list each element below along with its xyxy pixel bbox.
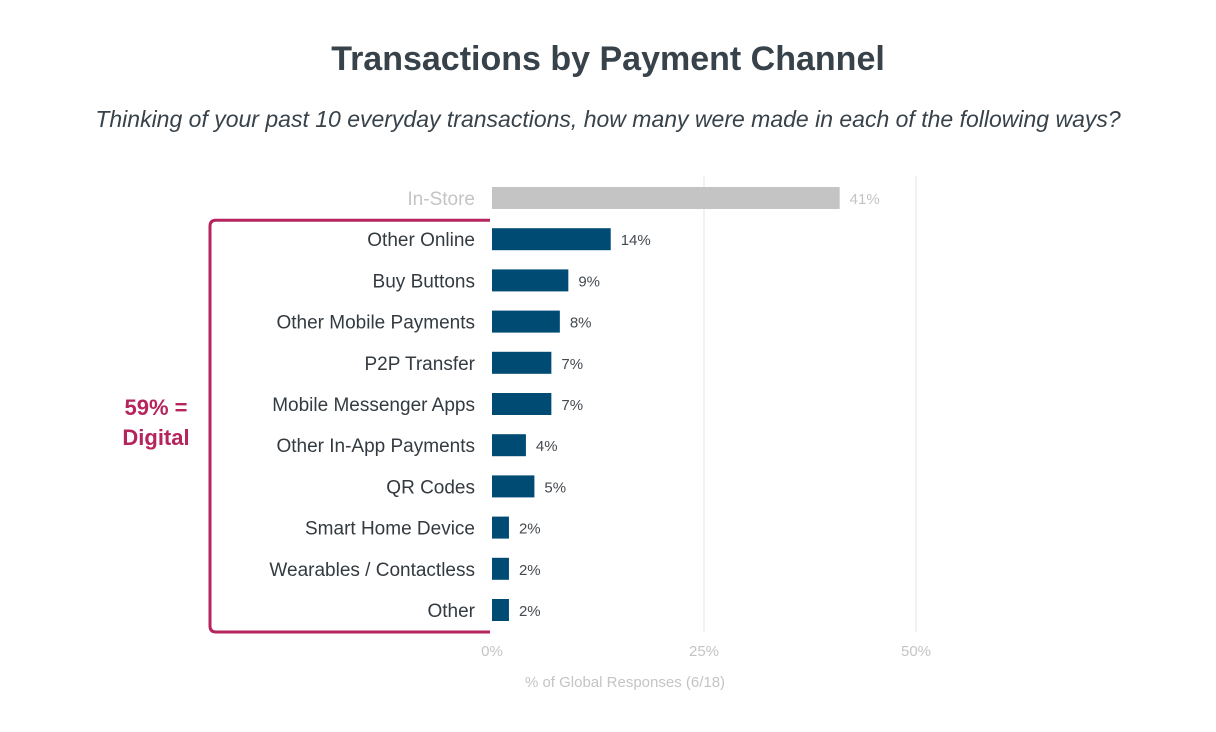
value-label: 9% <box>578 273 600 290</box>
value-label: 2% <box>519 603 541 620</box>
category-label: QR Codes <box>386 477 475 498</box>
category-label: Other In-App Payments <box>276 436 475 457</box>
category-label: Other Mobile Payments <box>276 313 475 334</box>
value-label: 41% <box>850 191 880 208</box>
bar <box>492 228 611 251</box>
bar <box>492 557 509 580</box>
category-label: Other Online <box>367 230 475 251</box>
bar <box>492 351 552 374</box>
category-label: Smart Home Device <box>305 519 475 540</box>
value-label: 2% <box>519 521 541 538</box>
value-label: 4% <box>536 438 558 455</box>
chart-subtitle: Thinking of your past 10 everyday transa… <box>95 106 1121 132</box>
value-label: 14% <box>621 232 651 249</box>
bar <box>492 393 552 415</box>
bar <box>492 269 569 292</box>
value-label: 7% <box>561 356 583 373</box>
category-label: In-Store <box>407 189 475 210</box>
x-tick-label: 50% <box>901 643 931 660</box>
bar <box>492 187 840 209</box>
category-label: P2P Transfer <box>364 354 475 375</box>
value-label: 8% <box>570 315 592 332</box>
value-label: 2% <box>519 562 541 579</box>
bar <box>492 475 535 498</box>
annotation-line2: Digital <box>122 425 189 450</box>
x-axis-title: % of Global Responses (6/18) <box>525 674 725 691</box>
x-tick-label: 25% <box>689 643 719 660</box>
bar <box>492 310 560 333</box>
chart-title: Transactions by Payment Channel <box>331 40 885 78</box>
category-label: Mobile Messenger Apps <box>272 395 475 416</box>
category-label: Other <box>427 601 475 622</box>
category-label: Buy Buttons <box>373 271 475 292</box>
x-tick-label: 0% <box>481 643 503 660</box>
digital-bracket <box>208 218 490 634</box>
value-label: 7% <box>561 397 583 414</box>
category-label: Wearables / Contactless <box>269 560 475 581</box>
value-label: 5% <box>544 479 566 496</box>
bar <box>492 599 509 621</box>
annotation-line1: 59% = <box>125 395 188 420</box>
bar <box>492 434 526 457</box>
bar <box>492 516 509 539</box>
